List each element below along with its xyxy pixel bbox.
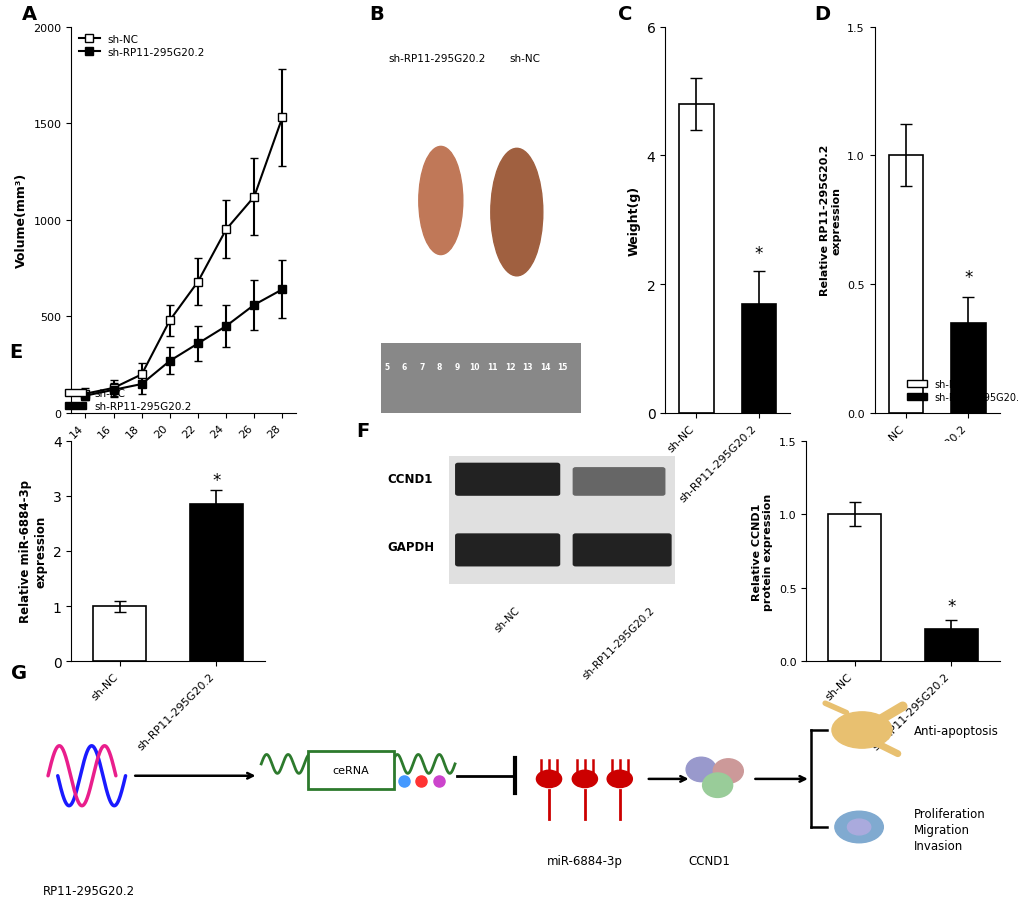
Ellipse shape — [835, 811, 882, 843]
Y-axis label: Weight(g): Weight(g) — [628, 186, 640, 255]
Text: miR-6884-3p: miR-6884-3p — [546, 855, 623, 868]
Ellipse shape — [490, 149, 542, 277]
Text: RP11-295G20.2: RP11-295G20.2 — [43, 884, 135, 897]
Text: CCND1: CCND1 — [386, 472, 432, 485]
Text: sh-NC: sh-NC — [492, 605, 522, 633]
Bar — [741, 304, 775, 414]
Text: sh-RP11-295G20.2: sh-RP11-295G20.2 — [388, 53, 485, 63]
Bar — [888, 156, 922, 414]
Text: Invasion: Invasion — [913, 839, 963, 852]
Y-axis label: Volume(mm³): Volume(mm³) — [15, 173, 28, 268]
Y-axis label: Relative CCND1
protein expression: Relative CCND1 protein expression — [751, 493, 772, 610]
FancyBboxPatch shape — [380, 344, 580, 414]
Text: 9: 9 — [454, 363, 460, 371]
Text: D: D — [814, 5, 829, 24]
Legend: sh-NC, sh-RP11-295G20.2: sh-NC, sh-RP11-295G20.2 — [61, 384, 196, 416]
Ellipse shape — [606, 770, 632, 788]
Text: sh-NC: sh-NC — [508, 53, 540, 63]
Text: *: * — [754, 245, 762, 263]
Text: *: * — [963, 268, 971, 287]
Text: *: * — [946, 597, 955, 616]
FancyBboxPatch shape — [448, 457, 675, 584]
Text: F: F — [356, 422, 369, 441]
Text: 12: 12 — [504, 363, 515, 371]
FancyBboxPatch shape — [454, 534, 559, 567]
Text: G: G — [11, 664, 28, 682]
Text: sh-RP11-295G20.2: sh-RP11-295G20.2 — [581, 605, 656, 680]
Text: 13: 13 — [522, 363, 532, 371]
Ellipse shape — [419, 147, 463, 255]
Ellipse shape — [572, 770, 597, 788]
Text: 8: 8 — [436, 363, 442, 371]
FancyBboxPatch shape — [308, 751, 393, 789]
Text: A: A — [21, 5, 37, 24]
Text: 6: 6 — [401, 363, 407, 371]
Text: 11: 11 — [487, 363, 497, 371]
Bar — [924, 630, 977, 662]
Text: Proliferation: Proliferation — [913, 807, 985, 820]
Circle shape — [712, 759, 743, 783]
Text: Migration: Migration — [913, 823, 969, 836]
Text: Anti-apoptosis: Anti-apoptosis — [913, 724, 999, 737]
Text: B: B — [369, 5, 383, 24]
Text: 10: 10 — [469, 363, 480, 371]
Text: E: E — [9, 342, 22, 361]
Bar — [951, 323, 984, 414]
Text: *: * — [212, 471, 220, 489]
Y-axis label: Relative miR-6884-3p
expression: Relative miR-6884-3p expression — [19, 480, 47, 623]
Circle shape — [702, 773, 732, 798]
Text: CCND1: CCND1 — [687, 855, 730, 868]
FancyBboxPatch shape — [572, 534, 671, 567]
Ellipse shape — [847, 819, 870, 835]
Text: C: C — [618, 5, 632, 24]
Text: 5: 5 — [384, 363, 389, 371]
Text: 7: 7 — [419, 363, 424, 371]
Ellipse shape — [832, 712, 892, 748]
Y-axis label: Relative RP11-295G20.2
expression: Relative RP11-295G20.2 expression — [819, 145, 841, 296]
Text: ceRNA: ceRNA — [331, 765, 369, 775]
Bar — [679, 105, 713, 414]
X-axis label: Times(days): Times(days) — [141, 446, 226, 459]
FancyBboxPatch shape — [454, 463, 559, 496]
Text: GAPDH: GAPDH — [386, 540, 434, 553]
Bar — [190, 505, 243, 662]
Text: 15: 15 — [557, 363, 568, 371]
Ellipse shape — [536, 770, 561, 788]
Bar — [93, 607, 146, 662]
FancyBboxPatch shape — [572, 468, 664, 496]
Legend: sh-NC, sh-RP11-295G20.2: sh-NC, sh-RP11-295G20.2 — [76, 33, 207, 60]
Legend: sh-NC, sh-RP11-295G20.2: sh-NC, sh-RP11-295G20.2 — [903, 375, 1019, 406]
Text: 14: 14 — [539, 363, 550, 371]
Bar — [827, 515, 880, 662]
Circle shape — [686, 757, 715, 782]
